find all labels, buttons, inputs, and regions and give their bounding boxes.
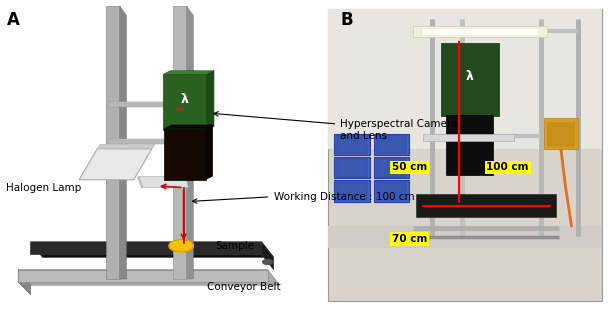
Bar <box>0 0 316 310</box>
Bar <box>374 134 409 155</box>
Text: B: B <box>340 11 353 29</box>
Polygon shape <box>109 102 193 103</box>
Polygon shape <box>206 125 213 180</box>
Polygon shape <box>79 149 152 180</box>
Polygon shape <box>109 139 193 140</box>
Bar <box>547 122 575 147</box>
Polygon shape <box>18 270 268 282</box>
Bar <box>374 180 409 202</box>
Text: Conveyor Belt: Conveyor Belt <box>207 282 280 292</box>
Bar <box>441 43 499 116</box>
Polygon shape <box>97 144 155 149</box>
Bar <box>173 6 187 279</box>
Text: 70 cm: 70 cm <box>392 234 427 244</box>
Bar <box>328 9 602 149</box>
Polygon shape <box>261 242 274 270</box>
Bar <box>164 129 206 180</box>
Polygon shape <box>18 270 30 294</box>
Bar <box>377 159 406 177</box>
Bar <box>377 135 406 153</box>
Text: Sample: Sample <box>216 241 255 251</box>
Polygon shape <box>30 242 261 254</box>
Bar <box>334 180 370 202</box>
Bar <box>413 26 547 37</box>
Polygon shape <box>139 177 188 188</box>
Polygon shape <box>164 125 213 129</box>
Text: 50 cm: 50 cm <box>392 162 427 172</box>
Text: Working Distance : 100 cm: Working Distance : 100 cm <box>274 192 414 202</box>
Text: λ: λ <box>181 93 188 106</box>
Polygon shape <box>137 177 143 188</box>
Bar <box>109 102 188 107</box>
Circle shape <box>263 259 272 264</box>
Text: Halogen Lamp: Halogen Lamp <box>6 183 81 193</box>
Polygon shape <box>187 6 193 279</box>
Polygon shape <box>207 71 214 130</box>
Polygon shape <box>163 71 214 74</box>
Polygon shape <box>18 270 280 285</box>
Text: 100 cm: 100 cm <box>486 162 529 172</box>
Bar <box>423 29 538 35</box>
Bar <box>423 134 514 141</box>
Bar <box>328 226 602 248</box>
Text: λ: λ <box>466 70 474 83</box>
Bar <box>544 118 578 149</box>
Text: Hyperspectral Camera
and Lens: Hyperspectral Camera and Lens <box>340 119 458 141</box>
Bar <box>106 6 120 279</box>
Bar <box>377 182 406 200</box>
Bar <box>416 194 556 217</box>
Polygon shape <box>120 6 126 279</box>
Bar <box>334 134 370 155</box>
Bar <box>109 139 188 144</box>
Bar <box>446 115 493 175</box>
Bar <box>337 135 367 153</box>
Circle shape <box>169 240 193 252</box>
Polygon shape <box>30 242 274 257</box>
Bar <box>163 74 207 130</box>
Bar <box>334 157 370 178</box>
Bar <box>337 182 367 200</box>
Bar <box>337 159 367 177</box>
Bar <box>374 157 409 178</box>
Bar <box>328 9 602 301</box>
Text: A: A <box>7 11 20 29</box>
